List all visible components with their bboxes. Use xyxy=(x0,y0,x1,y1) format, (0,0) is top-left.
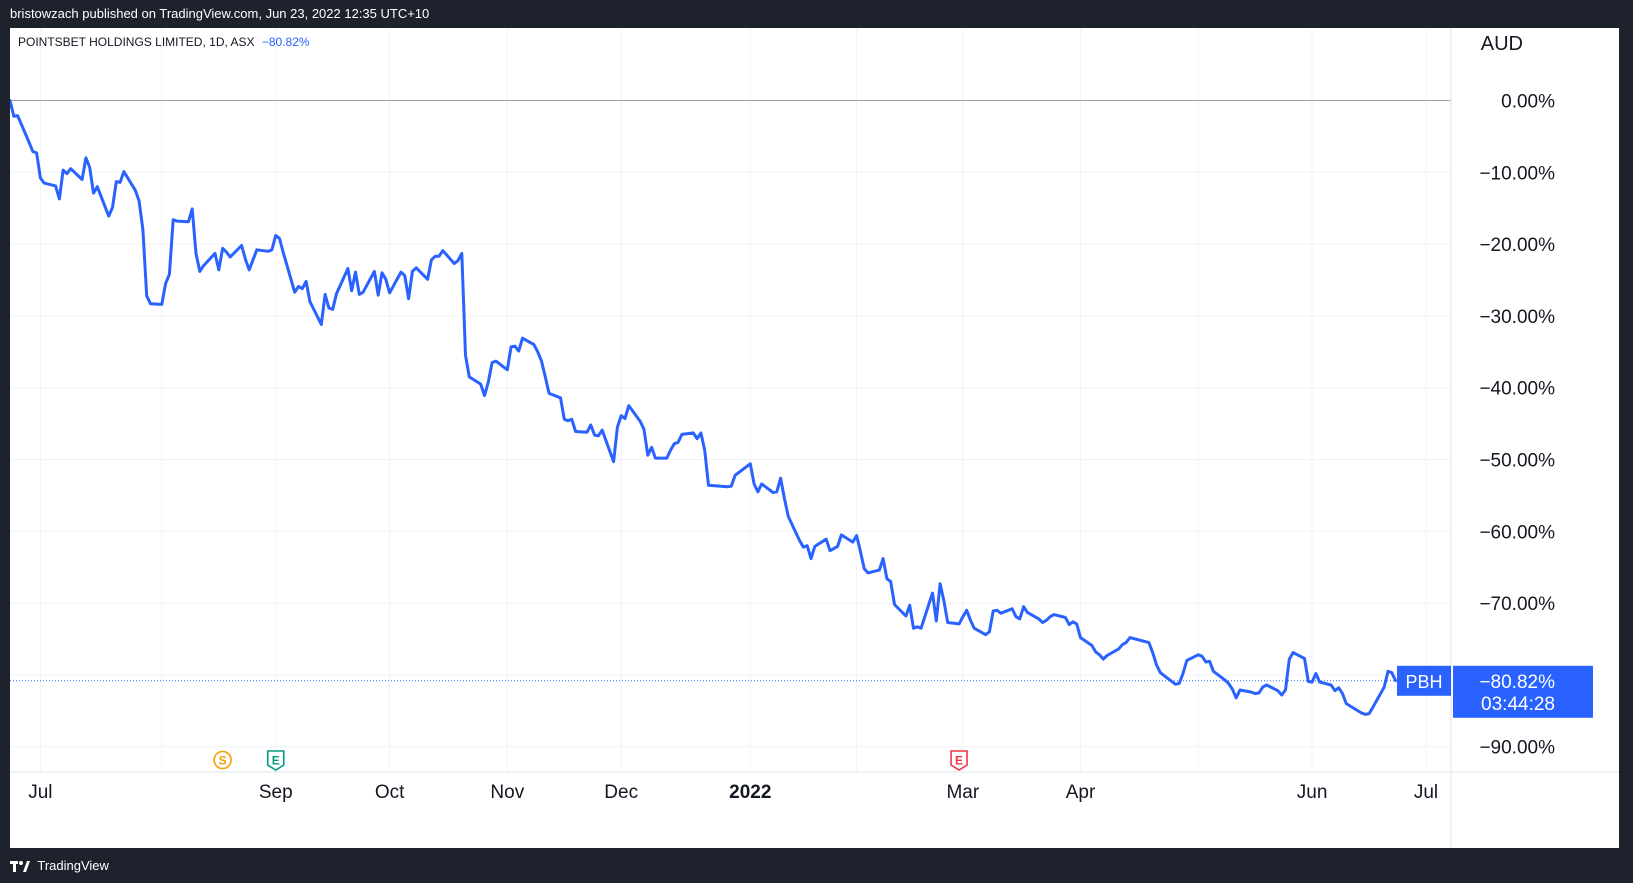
y-tick-label: −10.00% xyxy=(1479,163,1555,184)
x-tick-label: Apr xyxy=(1066,782,1096,803)
event-marker-letter: S xyxy=(219,754,227,768)
y-tick-label: −90.00% xyxy=(1479,738,1555,759)
footer-brand: TradingView xyxy=(37,858,109,873)
y-tick-label: −50.00% xyxy=(1479,451,1555,472)
legend-change: −80.82% xyxy=(261,35,310,49)
y-tick-label: −30.00% xyxy=(1479,307,1555,328)
x-tick-label: Jul xyxy=(28,782,52,803)
published-header: bristowzach published on TradingView.com… xyxy=(0,0,1633,28)
dividend-marker-icon: S xyxy=(213,750,232,770)
price-chart[interactable]: 0.00% −10.00% −20.00% −30.00% −40.00% −50.00%… xyxy=(10,28,1619,848)
dividend-marker-circle xyxy=(213,750,232,770)
x-tick-label: Jun xyxy=(1297,782,1328,803)
series-line-pbh xyxy=(10,99,1398,716)
earnings-marker-shape xyxy=(950,750,968,771)
published-text: bristowzach published on TradingView.com… xyxy=(10,6,430,21)
series-label-text: PBH xyxy=(1405,672,1442,692)
last-price-label-box xyxy=(1453,665,1593,718)
chart-background xyxy=(10,28,1619,848)
event-marker-letter: E xyxy=(272,754,280,768)
chart-area[interactable]: 0.00% −10.00% −20.00% −30.00% −40.00% −50.00%… xyxy=(10,28,1619,848)
y-tick-label: −40.00% xyxy=(1479,379,1555,400)
last-price-label: −80.82% xyxy=(1479,672,1555,693)
x-tick-label: Dec xyxy=(604,782,638,803)
chart-legend: POINTSBET HOLDINGS LIMITED, 1D, ASX −80.… xyxy=(18,35,310,49)
series-label-box xyxy=(1397,665,1451,696)
legend-symbol: POINTSBET HOLDINGS LIMITED, 1D, ASX xyxy=(18,35,255,49)
earnings-marker-icon: E xyxy=(950,750,968,771)
y-tick-label: −60.00% xyxy=(1479,522,1555,543)
event-marker-letter: E xyxy=(955,754,963,768)
earnings-marker-shape xyxy=(266,750,285,771)
countdown-label: 03:44:28 xyxy=(1481,694,1555,715)
y-tick-label: 0.00% xyxy=(1501,92,1555,113)
x-tick-label: 2022 xyxy=(729,782,771,803)
x-tick-label: Oct xyxy=(375,782,405,803)
x-tick-label: Mar xyxy=(946,782,979,803)
y-tick-label: −20.00% xyxy=(1479,235,1555,256)
earnings-marker-icon: E xyxy=(266,750,285,771)
x-tick-label: Jul xyxy=(1414,782,1438,803)
x-tick-label: Sep xyxy=(259,782,293,803)
y-tick-label: −70.00% xyxy=(1479,594,1555,615)
footer-bar: TradingView xyxy=(0,848,1633,883)
tradingview-logo-icon xyxy=(10,860,30,872)
currency-label: AUD xyxy=(1480,33,1523,55)
x-tick-label: Nov xyxy=(490,782,524,803)
